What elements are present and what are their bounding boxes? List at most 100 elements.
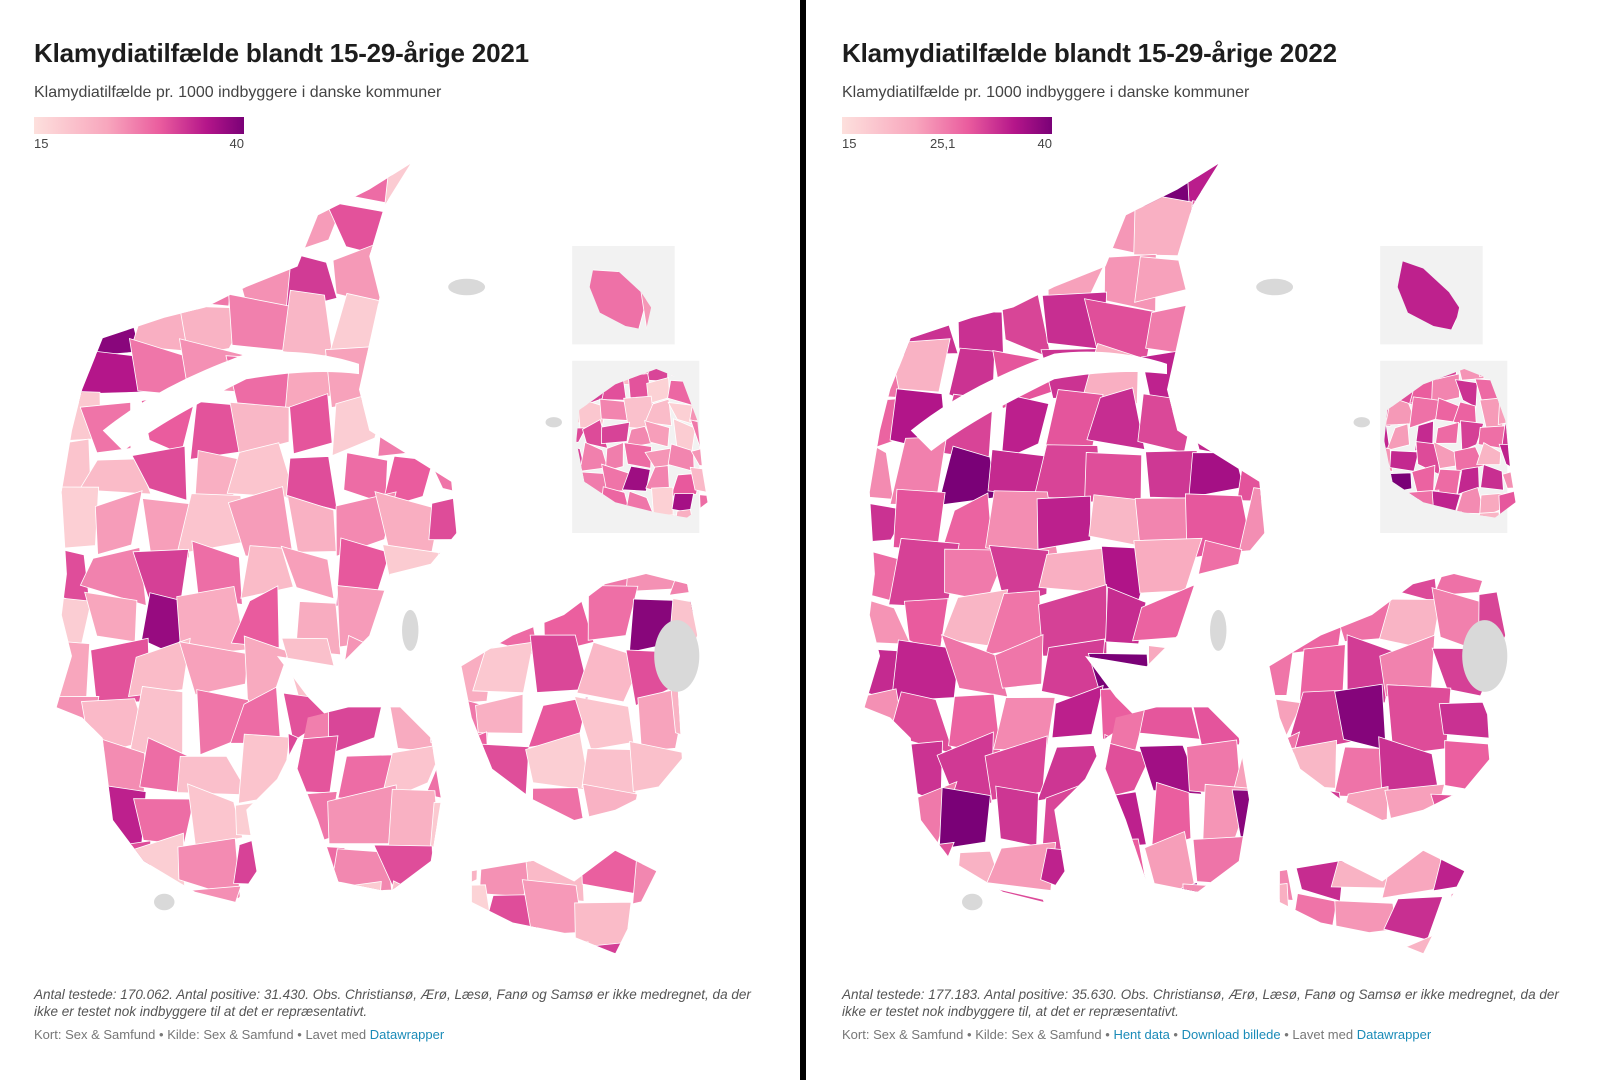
municipality-cell[interactable] [1493,150,1538,203]
municipality-cell[interactable] [470,330,489,359]
municipality-cell[interactable] [674,157,693,178]
municipality-cell[interactable] [1500,720,1530,744]
municipality-cell[interactable] [382,201,444,256]
municipality-cell[interactable] [133,254,192,299]
municipality-cell[interactable] [1483,937,1547,984]
municipality-cell[interactable] [1187,197,1242,254]
municipality-cell[interactable] [533,217,564,245]
municipality-cell[interactable] [1038,143,1105,203]
municipality-cell[interactable] [296,945,337,984]
municipality-cell[interactable] [608,157,631,176]
municipality-cell[interactable] [1086,158,1156,201]
municipality-cell[interactable] [1325,491,1348,520]
municipality-cell[interactable] [374,195,445,262]
municipality-cell[interactable] [1008,262,1030,291]
municipality-cell[interactable] [1243,195,1291,258]
municipality-cell[interactable] [144,136,264,270]
municipality-cell[interactable] [838,895,902,945]
municipality-cell[interactable] [1477,289,1538,353]
municipality-cell[interactable] [1187,288,1243,353]
municipality-cell[interactable] [632,216,655,248]
municipality-cell[interactable] [1201,886,1256,938]
municipality-cell[interactable] [580,535,607,557]
municipality-cell[interactable] [510,353,541,384]
municipality-cell[interactable] [1045,196,1100,248]
municipality-cell[interactable] [1230,879,1257,896]
municipality-cell[interactable] [106,855,130,875]
municipality-cell[interactable] [850,304,904,355]
municipality-cell[interactable] [41,786,68,813]
municipality-cell[interactable] [480,152,529,205]
municipality-cell[interactable] [1074,204,1099,222]
municipality-cell[interactable] [178,885,242,942]
municipality-cell[interactable] [216,158,248,178]
municipality-cell[interactable] [539,940,561,969]
municipality-cell[interactable] [1232,289,1253,316]
municipality-cell[interactable] [1498,332,1527,360]
municipality-cell[interactable] [385,896,439,950]
municipality-cell[interactable] [985,151,1057,205]
municipality-cell[interactable] [1480,463,1504,491]
municipality-cell[interactable] [126,898,150,921]
municipality-cell[interactable] [1183,347,1251,407]
municipality-cell[interactable] [262,224,290,249]
municipality-cell[interactable] [324,200,393,260]
municipality-cell[interactable] [133,798,195,845]
municipality-cell[interactable] [996,195,1045,251]
municipality-cell[interactable] [150,265,178,294]
municipality-cell[interactable] [1196,192,1255,257]
municipality-cell[interactable] [1051,684,1104,739]
municipality-cell[interactable] [38,533,69,565]
municipality-cell[interactable] [986,200,1011,217]
municipality-cell[interactable] [1483,919,1503,948]
municipality-cell[interactable] [425,579,445,610]
municipality-cell[interactable] [145,880,182,946]
municipality-cell[interactable] [128,685,184,756]
municipality-cell[interactable] [32,191,103,263]
municipality-cell[interactable] [1208,674,1235,692]
municipality-cell[interactable] [584,560,609,583]
municipality-cell[interactable] [390,931,442,984]
municipality-cell[interactable] [694,608,719,631]
municipality-cell[interactable] [219,267,243,293]
municipality-cell[interactable] [1286,934,1350,984]
municipality-cell[interactable] [110,287,137,312]
municipality-cell[interactable] [999,888,1054,942]
municipality-cell[interactable] [83,154,112,176]
municipality-cell[interactable] [869,307,894,336]
municipality-cell[interactable] [891,263,921,293]
municipality-cell[interactable] [997,143,1046,209]
municipality-cell[interactable] [853,896,870,925]
municipality-cell[interactable] [1286,248,1346,309]
municipality-cell[interactable] [1206,264,1236,290]
municipality-cell[interactable] [934,265,965,295]
municipality-cell[interactable] [1343,583,1366,608]
municipality-cell[interactable] [486,786,532,844]
municipality-cell[interactable] [1296,557,1322,581]
municipality-cell[interactable] [941,163,1008,204]
municipality-cell[interactable] [382,353,402,380]
municipality-cell[interactable] [848,804,870,830]
municipality-cell[interactable] [1467,129,1587,261]
municipality-cell[interactable] [1504,804,1530,833]
municipality-cell[interactable] [1499,760,1529,787]
municipality-cell[interactable] [1239,935,1299,984]
municipality-cell[interactable] [1294,204,1353,259]
municipality-cell[interactable] [1188,888,1255,943]
municipality-cell[interactable] [1118,674,1145,700]
municipality-cell[interactable] [936,160,997,208]
municipality-cell[interactable] [452,893,471,920]
municipality-cell[interactable] [1301,496,1323,518]
municipality-cell[interactable] [476,151,537,204]
municipality-cell[interactable] [377,387,445,457]
municipality-cell[interactable] [36,269,69,289]
municipality-cell[interactable] [534,287,560,314]
municipality-cell[interactable] [529,933,588,984]
municipality-cell[interactable] [308,668,338,700]
municipality-cell[interactable] [1391,146,1444,199]
municipality-cell[interactable] [218,941,246,971]
municipality-cell[interactable] [934,922,964,945]
municipality-cell[interactable] [85,803,104,826]
municipality-cell[interactable] [79,941,146,984]
municipality-cell[interactable] [1137,930,1203,984]
